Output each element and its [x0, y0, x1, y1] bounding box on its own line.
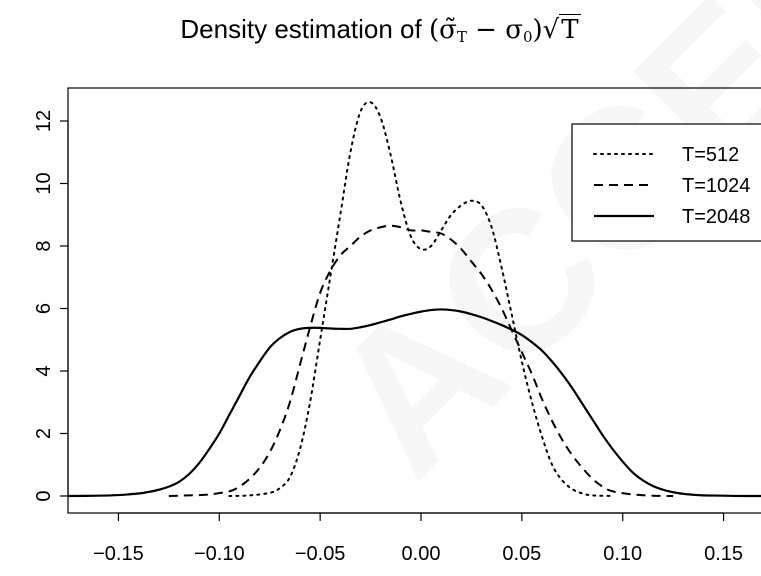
series-layer: [66, 101, 761, 498]
x-tick-label: −0.15: [93, 543, 144, 565]
title-sqrt-sign: √: [542, 15, 560, 45]
legend-box: [571, 123, 761, 242]
chart-title: Density estimation of (σ̃T − σ0)√T: [0, 14, 761, 46]
title-sub-T: T: [456, 28, 467, 46]
series-t2048-line: [66, 308, 761, 498]
x-tick-label: −0.05: [295, 543, 346, 565]
title-paren-open: (: [428, 15, 440, 45]
x-tick-label: 0.05: [502, 543, 541, 565]
chart-title-prefix: Density estimation of: [180, 14, 429, 44]
title-minus: −: [466, 15, 506, 45]
y-tick-label: 6: [33, 303, 55, 314]
legend-label-t1024: T=1024: [682, 175, 750, 197]
y-tick-label: 0: [33, 490, 55, 501]
chart-title-math: (σ̃T − σ0)√T: [428, 14, 581, 46]
y-tick-label: 12: [33, 110, 55, 132]
title-sub-0: 0: [522, 28, 533, 46]
y-tick-label: 4: [33, 365, 55, 376]
title-sqrt-arg: T: [559, 14, 581, 45]
legend: T=512 T=1024 T=2048: [571, 123, 761, 242]
series-t1024-line: [168, 224, 674, 497]
y-tick-label: 2: [33, 428, 55, 439]
y-tick-label: 10: [33, 172, 55, 194]
series-t512-line: [228, 101, 614, 497]
x-tick-label: 0.00: [402, 543, 441, 565]
title-paren-close: ): [532, 15, 543, 45]
title-sigma: σ: [505, 15, 523, 45]
x-tick-label: 0.10: [603, 543, 642, 565]
y-tick-label: 8: [33, 240, 55, 251]
legend-label-t2048: T=2048: [682, 206, 750, 228]
x-axis: −0.15 −0.10 −0.05 0.00 0.05 0.10 0.15: [93, 512, 743, 565]
legend-label-t512: T=512: [682, 144, 739, 166]
watermark-text: ACCEPTED MANUSCRIPT: [288, 0, 761, 515]
x-tick-label: 0.15: [704, 543, 743, 565]
y-axis: 0 2 4 6 8 10 12: [33, 110, 69, 502]
title-sigma-tilde: σ̃: [439, 15, 457, 45]
x-tick-label: −0.10: [194, 543, 245, 565]
